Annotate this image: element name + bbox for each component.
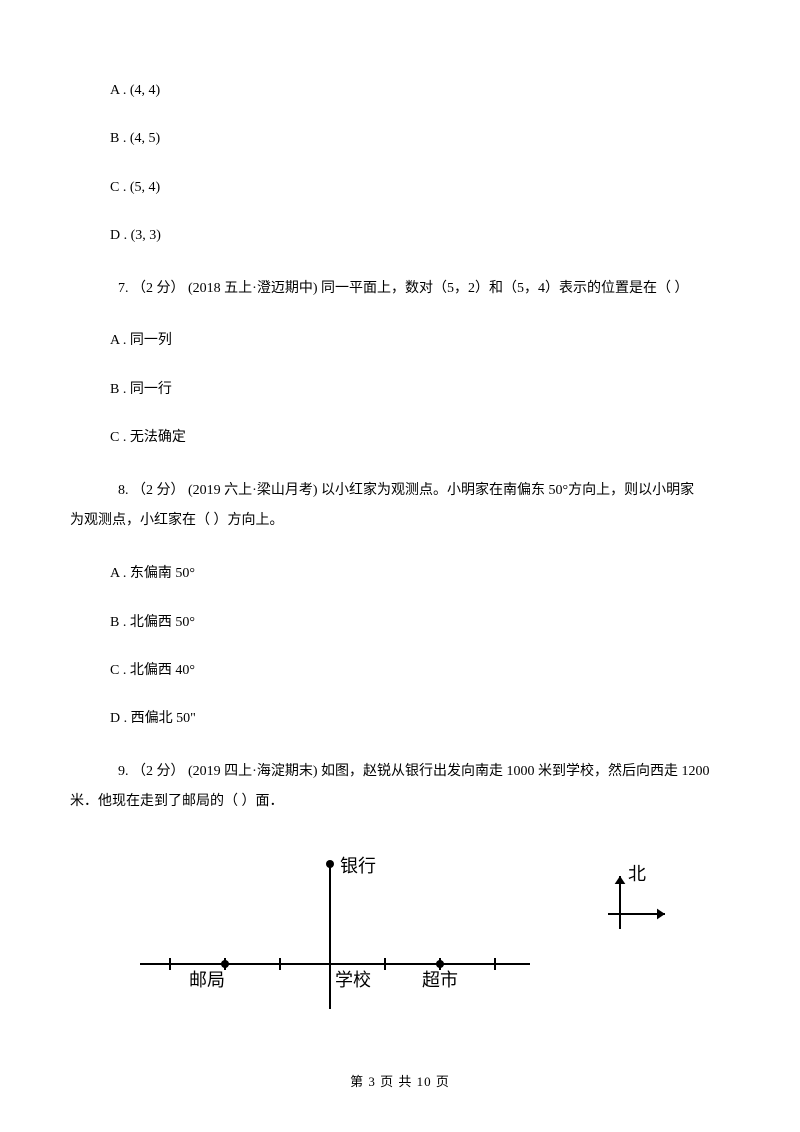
q8-option-c: C . 北偏西 40°	[70, 660, 730, 682]
q6-option-c: C . (5, 4)	[70, 177, 730, 199]
q9-diagram: 银行学校 邮局 超市 北东	[130, 844, 670, 1024]
svg-text:邮局: 邮局	[189, 970, 225, 990]
q9-line1: 9. （2 分） (2019 四上·海淀期末) 如图，赵锐从银行出发向南走 10…	[70, 757, 730, 788]
q7-line1: 7. （2 分） (2018 五上·澄迈期中) 同一平面上，数对（5，2）和（5…	[70, 274, 730, 305]
q8-option-b: B . 北偏西 50°	[70, 612, 730, 634]
q7-option-a: A . 同一列	[70, 330, 730, 352]
q6-option-b: B . (4, 5)	[70, 128, 730, 150]
q8-option-a: A . 东偏南 50°	[70, 563, 730, 585]
q8-line2: 为观测点，小红家在（ ）方向上。	[70, 506, 730, 537]
q9-diagram-svg: 银行学校 邮局 超市 北东	[130, 844, 670, 1024]
q8-option-d: D . 西偏北 50"	[70, 708, 730, 730]
svg-text:东: 东	[669, 904, 670, 924]
q8-line1: 8. （2 分） (2019 六上·梁山月考) 以小红家为观测点。小明家在南偏东…	[70, 476, 730, 507]
q9-line2: 米．他现在走到了邮局的（ ）面．	[70, 787, 730, 818]
q9-text: 9. （2 分） (2019 四上·海淀期末) 如图，赵锐从银行出发向南走 10…	[70, 757, 730, 819]
q6-option-d: D . (3, 3)	[70, 225, 730, 247]
svg-text:超市: 超市	[422, 970, 458, 990]
q7-option-c: C . 无法确定	[70, 427, 730, 449]
page-footer: 第 3 页 共 10 页	[0, 1071, 800, 1090]
q7-option-b: B . 同一行	[70, 379, 730, 401]
svg-text:银行: 银行	[340, 856, 376, 876]
q6-option-a: A . (4, 4)	[70, 80, 730, 102]
svg-text:北: 北	[628, 864, 646, 884]
svg-text:学校: 学校	[335, 970, 371, 990]
q7-text: 7. （2 分） (2018 五上·澄迈期中) 同一平面上，数对（5，2）和（5…	[70, 274, 730, 305]
q8-text: 8. （2 分） (2019 六上·梁山月考) 以小红家为观测点。小明家在南偏东…	[70, 476, 730, 538]
